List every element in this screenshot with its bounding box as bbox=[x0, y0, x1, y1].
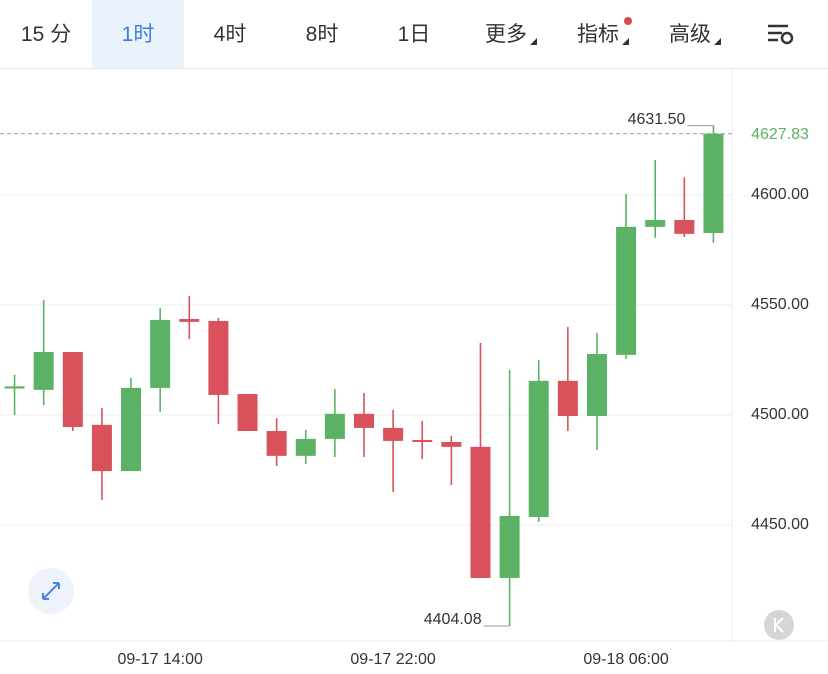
candle-body bbox=[62, 352, 83, 428]
candle-body bbox=[674, 220, 695, 234]
candle-body bbox=[354, 413, 374, 428]
candle-body bbox=[645, 220, 666, 227]
settings-icon[interactable] bbox=[766, 22, 796, 48]
tab[interactable]: 1日 bbox=[397, 23, 431, 46]
candle-body bbox=[179, 319, 200, 322]
y-tick-label: 4450.00 bbox=[751, 516, 809, 533]
tab[interactable]: 4时 bbox=[213, 23, 247, 46]
y-tick-label: 4500.00 bbox=[751, 406, 809, 423]
candle-body bbox=[208, 321, 229, 395]
tab[interactable]: 指标 bbox=[577, 23, 619, 46]
tab[interactable]: 8时 bbox=[305, 23, 339, 46]
tab[interactable]: 更多 bbox=[485, 23, 527, 46]
candle-body bbox=[616, 226, 637, 355]
x-tick-label: 09-17 14:00 bbox=[117, 651, 203, 668]
toolbar: 15 分 1时 4时 8时 1日 更多 指标 高级 bbox=[0, 0, 828, 69]
tab[interactable]: 15 分 bbox=[20, 23, 72, 46]
dropdown-arrow bbox=[622, 38, 629, 45]
candle-body bbox=[266, 431, 287, 456]
candle-body bbox=[703, 133, 724, 233]
candle-body bbox=[237, 394, 258, 431]
candle-body bbox=[412, 440, 433, 442]
annotation-label: 4631.50 bbox=[628, 111, 686, 128]
tab[interactable]: 高级 bbox=[669, 23, 711, 46]
candle-body bbox=[4, 386, 25, 389]
candle-body bbox=[91, 424, 112, 472]
x-tick-label: 09-18 06:00 bbox=[583, 651, 669, 668]
candle-body bbox=[586, 354, 607, 417]
candle-body bbox=[33, 352, 54, 390]
candle-body bbox=[383, 427, 404, 441]
y-tick-label: 4600.00 bbox=[751, 186, 809, 203]
annotation-label: 4404.08 bbox=[424, 611, 482, 628]
last-price-label: 4627.83 bbox=[751, 126, 809, 143]
y-tick-label: 4550.00 bbox=[751, 296, 809, 313]
candle-body bbox=[470, 446, 491, 578]
candle-body bbox=[150, 319, 171, 388]
dropdown-arrow bbox=[530, 38, 537, 45]
dropdown-arrow bbox=[714, 38, 721, 45]
x-tick-label: 09-17 22:00 bbox=[350, 651, 436, 668]
candle-body bbox=[528, 380, 549, 518]
reset-icon bbox=[774, 617, 784, 633]
expand-icon bbox=[42, 582, 60, 600]
candle-body bbox=[441, 442, 462, 447]
candle-body bbox=[324, 413, 345, 439]
tab[interactable]: 1时 bbox=[92, 0, 184, 68]
candle-body bbox=[121, 387, 142, 472]
candle-body bbox=[557, 380, 578, 417]
reset-button[interactable] bbox=[764, 610, 794, 640]
red-dot bbox=[624, 17, 632, 25]
candle-body bbox=[499, 515, 520, 578]
candle-body bbox=[295, 438, 316, 456]
